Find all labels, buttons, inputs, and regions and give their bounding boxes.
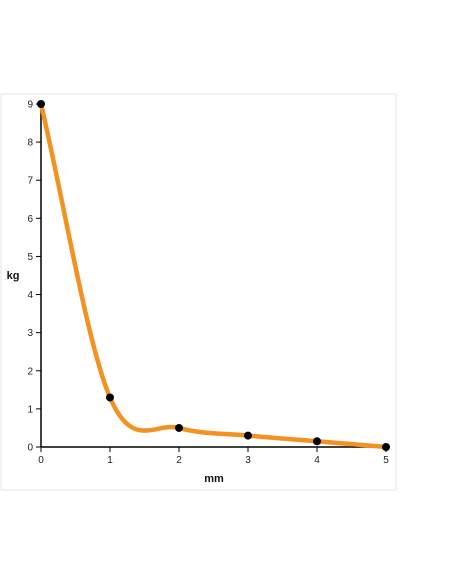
data-point — [313, 437, 321, 446]
x-tick-label: 5 — [383, 455, 389, 466]
data-point — [37, 100, 45, 108]
data-point — [382, 443, 390, 451]
y-tick-label: 8 — [27, 138, 33, 149]
y-tick-label: 4 — [27, 290, 33, 301]
y-axis-title: kg — [7, 270, 20, 282]
y-tick-label: 9 — [27, 100, 33, 111]
y-ticks: 0 1 2 3 4 5 6 7 8 9 — [27, 100, 41, 454]
data-point — [175, 423, 183, 432]
y-tick-label: 1 — [27, 404, 33, 415]
y-tick-label: 3 — [27, 328, 33, 339]
x-tick-label: 4 — [314, 455, 320, 466]
y-tick-label: 0 — [27, 443, 33, 454]
x-tick-label: 2 — [176, 455, 182, 466]
x-tick-label: 1 — [107, 455, 113, 466]
data-point — [244, 431, 252, 440]
x-axis-title: mm — [204, 473, 224, 485]
series-line — [38, 101, 389, 450]
y-tick-label: 6 — [27, 214, 33, 225]
data-points — [37, 100, 390, 451]
x-ticks: 0 1 2 3 4 5 — [38, 447, 389, 466]
y-tick-label: 7 — [27, 176, 33, 187]
data-point — [106, 393, 114, 402]
x-tick-label: 0 — [38, 455, 44, 466]
y-tick-label: 5 — [27, 252, 33, 263]
y-tick-label: 2 — [27, 366, 33, 377]
plot-frame — [0, 93, 397, 491]
x-tick-label: 3 — [245, 455, 251, 466]
axes — [40, 104, 386, 448]
